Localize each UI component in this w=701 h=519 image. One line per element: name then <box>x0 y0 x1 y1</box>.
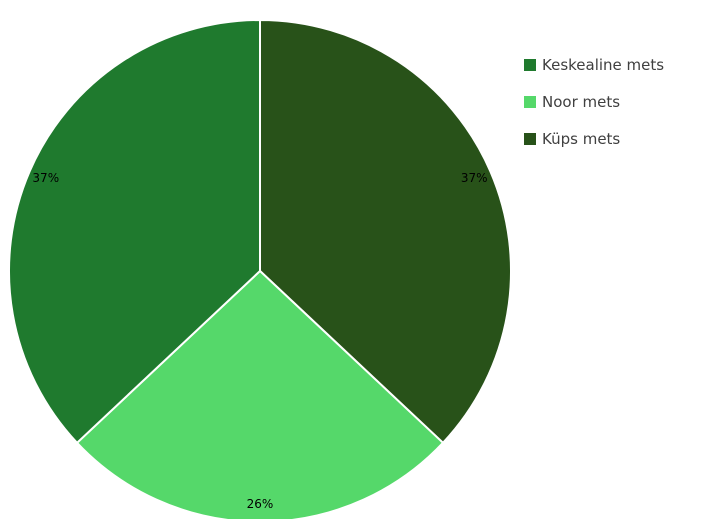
legend-label-keskealine-mets: Keskealine mets <box>542 56 665 74</box>
data-label-noor-mets: 26% <box>247 497 274 511</box>
legend-label-kups-mets: Küps mets <box>542 130 621 148</box>
pie-slice-noor-mets <box>75 269 445 519</box>
pie-slice-keskealine-mets <box>8 18 261 445</box>
legend-item-keskealine-mets: Keskealine mets <box>524 56 664 74</box>
legend: Keskealine mets Noor mets Küps mets <box>524 56 664 148</box>
data-label-keskealine-mets: 37% <box>32 171 59 185</box>
legend-item-noor-mets: Noor mets <box>524 93 664 111</box>
pie-slice-kups-mets <box>259 18 512 445</box>
data-label-kups-mets: 37% <box>461 171 488 185</box>
legend-swatch-keskealine-mets <box>524 59 536 71</box>
legend-label-noor-mets: Noor mets <box>542 93 621 111</box>
legend-swatch-kups-mets <box>524 133 536 145</box>
legend-swatch-noor-mets <box>524 96 536 108</box>
legend-item-kups-mets: Küps mets <box>524 130 664 148</box>
